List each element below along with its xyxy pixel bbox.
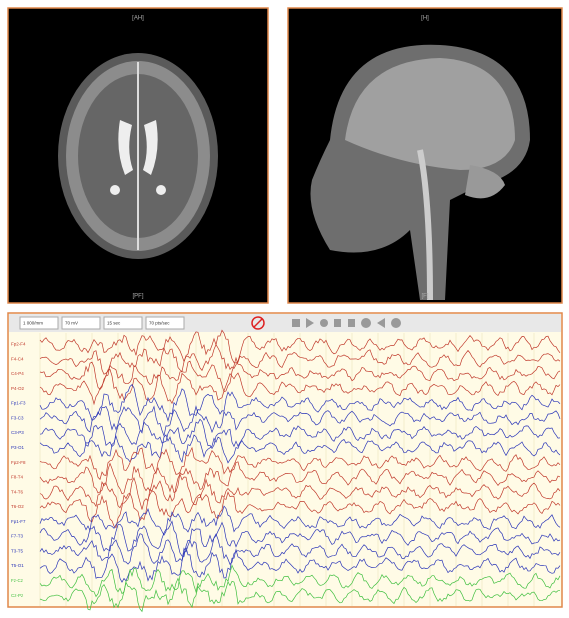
channel-label: Fz-Cz bbox=[11, 578, 24, 583]
channel-label: T6-O2 bbox=[11, 504, 24, 509]
orientation-label: [PF] bbox=[132, 294, 143, 300]
channel-label: P3-O1 bbox=[11, 445, 25, 450]
button[interactable] bbox=[292, 319, 300, 327]
channel-label: C4-P4 bbox=[11, 371, 24, 376]
eeg-window: 1 000/mm 70 mV 15 sec 70 pts/sec Fp2-F4 F4-C4… bbox=[8, 313, 562, 611]
ventricle bbox=[156, 185, 166, 195]
mri-sagittal: [H] [F] bbox=[288, 8, 562, 303]
dropdown-label: 15 sec bbox=[107, 321, 121, 326]
dropdown-label: 70 pts/sec bbox=[149, 321, 170, 326]
button[interactable] bbox=[320, 319, 328, 327]
channel-label: T5-O1 bbox=[11, 563, 24, 568]
button[interactable] bbox=[348, 319, 355, 327]
channel-label: Fp1-F7 bbox=[11, 519, 26, 524]
channel-label: T3-T5 bbox=[11, 548, 23, 553]
orientation-label: [H] bbox=[421, 16, 429, 22]
channel-label: Fp1-F3 bbox=[11, 401, 26, 406]
channel-label: Cz-Pz bbox=[11, 593, 24, 598]
figure: [AH] [PF] [H] [F] 1 000/mm 70 mV 15 sec 70 … bbox=[0, 0, 569, 613]
channel-label: Fp2-F8 bbox=[11, 460, 26, 465]
button[interactable] bbox=[391, 318, 401, 328]
channel-label: T4-T6 bbox=[11, 489, 23, 494]
ventricle bbox=[110, 185, 120, 195]
channel-label: F8-T4 bbox=[11, 475, 23, 480]
channel-label: P4-O2 bbox=[11, 386, 25, 391]
orientation-label: [AH] bbox=[132, 16, 144, 22]
channel-label: Fp2-F4 bbox=[11, 342, 26, 347]
button[interactable] bbox=[361, 318, 371, 328]
dropdown-label: 1 000/mm bbox=[23, 321, 43, 326]
channel-label: C3-P3 bbox=[11, 430, 24, 435]
channel-label: F3-C3 bbox=[11, 415, 24, 420]
orientation-label: [F] bbox=[422, 294, 429, 300]
mri-axial: [AH] [PF] bbox=[8, 8, 268, 303]
button[interactable] bbox=[334, 319, 341, 327]
channel-label: F7-T3 bbox=[11, 534, 23, 539]
channel-label: F4-C4 bbox=[11, 356, 24, 361]
dropdown-label: 70 mV bbox=[65, 321, 78, 326]
